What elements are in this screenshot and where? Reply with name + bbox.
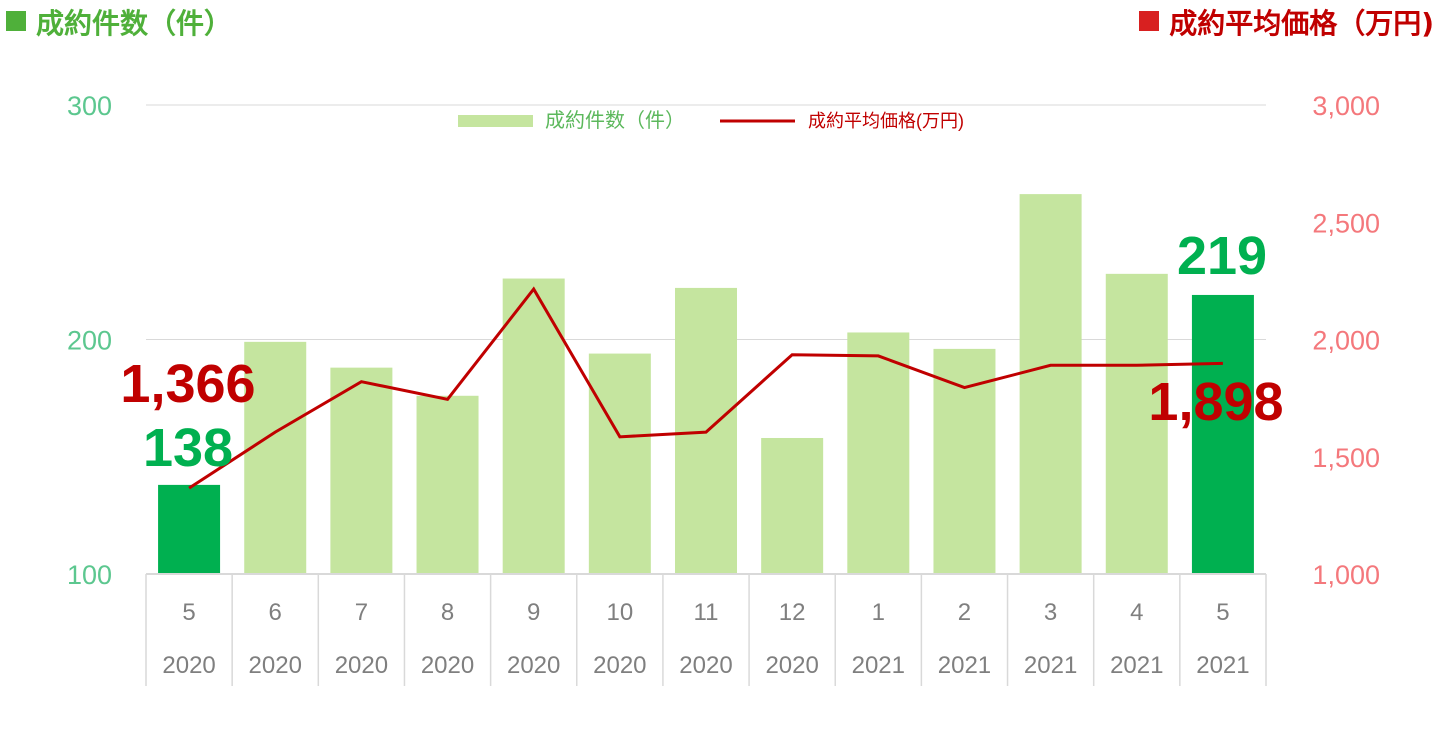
bar-data-label: 219 [1177,226,1267,286]
left-axis-tick-label: 300 [67,91,112,121]
line-data-label: 1,366 [120,354,255,414]
month-label: 10 [606,599,633,626]
year-label: 2021 [1110,652,1163,679]
year-label: 2020 [162,652,215,679]
bar [1019,194,1082,575]
left-axis-title-text: 成約件数（件） [36,7,233,40]
month-label: 8 [441,599,454,626]
year-label: 2020 [765,652,818,679]
left-axis-tick-label: 100 [67,560,112,590]
year-label: 2021 [1196,652,1249,679]
month-label: 6 [269,599,282,626]
year-label: 2020 [507,652,560,679]
bar [330,367,393,574]
right-axis-tick-label: 1,500 [1312,443,1380,473]
month-label: 2 [958,599,971,626]
month-label: 12 [779,599,806,626]
bar [588,353,651,574]
legend-line-label: 成約平均価格(万円) [808,111,964,131]
right-axis-tick-label: 2,500 [1312,208,1380,238]
right-axis-tick-label: 3,000 [1312,91,1380,121]
month-label: 11 [694,599,719,626]
month-label: 1 [872,599,885,626]
right-axis-tick-label: 1,000 [1312,560,1380,590]
year-label: 2020 [593,652,646,679]
red-square-icon [1139,11,1160,31]
month-label: 9 [527,599,540,626]
green-square-icon [6,11,26,31]
year-label: 2020 [679,652,732,679]
year-label: 2020 [249,652,302,679]
left-axis-tick-label: 200 [67,326,112,356]
month-label: 4 [1130,599,1143,626]
bar [1105,273,1168,574]
bar [847,332,910,574]
bar [416,395,479,574]
year-label: 2020 [335,652,388,679]
bar [244,341,307,574]
left-axis-title: 成約件数（件） [6,2,232,42]
right-axis-title-text: 成約平均価格（万円) [1169,7,1434,40]
price-line [188,286,1223,490]
bar [761,437,824,574]
legend-bar-swatch [458,115,533,127]
year-label: 2021 [938,652,991,679]
line-data-label: 1,898 [1148,372,1283,432]
bar [1191,294,1254,574]
month-label: 5 [182,599,195,626]
bar-data-label: 138 [143,418,233,478]
month-label: 7 [355,599,368,626]
bar [158,484,221,574]
year-label: 2021 [852,652,905,679]
right-axis-tick-label: 2,000 [1312,326,1380,356]
month-label: 3 [1044,599,1057,626]
year-label: 2020 [421,652,474,679]
bar [502,278,565,574]
month-label: 5 [1216,599,1229,626]
right-axis-title: 成約平均価格（万円) [1139,2,1434,42]
year-label: 2021 [1024,652,1077,679]
legend-bar-label: 成約件数（件） [545,109,685,132]
